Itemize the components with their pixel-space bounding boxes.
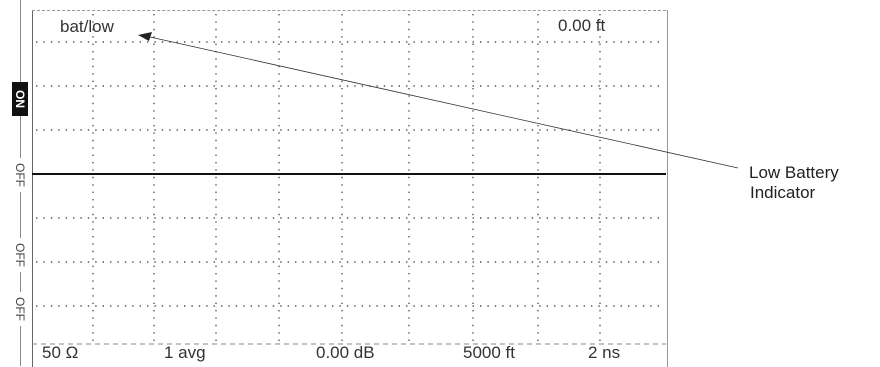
- distance-readout: 0.00 ft: [558, 16, 606, 35]
- callout-leader-line: [149, 36, 739, 169]
- indicator-off-2: OFF: [12, 238, 28, 272]
- range-readout: 5000 ft: [463, 343, 515, 362]
- averaging-readout: 1 avg: [164, 343, 206, 362]
- indicator-off-1: OFF: [12, 158, 28, 192]
- display-screen: [32, 10, 668, 367]
- impedance-readout: 50 Ω: [42, 343, 79, 362]
- indicator-off-3: OFF: [12, 292, 28, 326]
- dotted-grid: [32, 14, 666, 345]
- battery-status-text: bat/low: [60, 17, 114, 36]
- callout-line-2: Indicator: [750, 183, 816, 202]
- gain-readout: 0.00 dB: [316, 343, 375, 362]
- channel-indicator-strip: ON OFF OFF OFF: [12, 0, 32, 366]
- pulse-width-readout: 2 ns: [588, 343, 621, 362]
- low-battery-callout: Low Battery Indicator: [749, 163, 839, 203]
- screen-top-border: [32, 10, 666, 11]
- indicator-on: ON: [12, 82, 28, 116]
- callout-arrowhead-icon: [138, 32, 152, 41]
- callout-line-1: Low Battery: [749, 163, 839, 182]
